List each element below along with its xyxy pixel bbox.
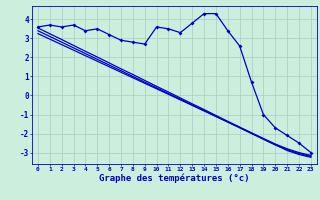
X-axis label: Graphe des températures (°c): Graphe des températures (°c) (99, 173, 250, 183)
